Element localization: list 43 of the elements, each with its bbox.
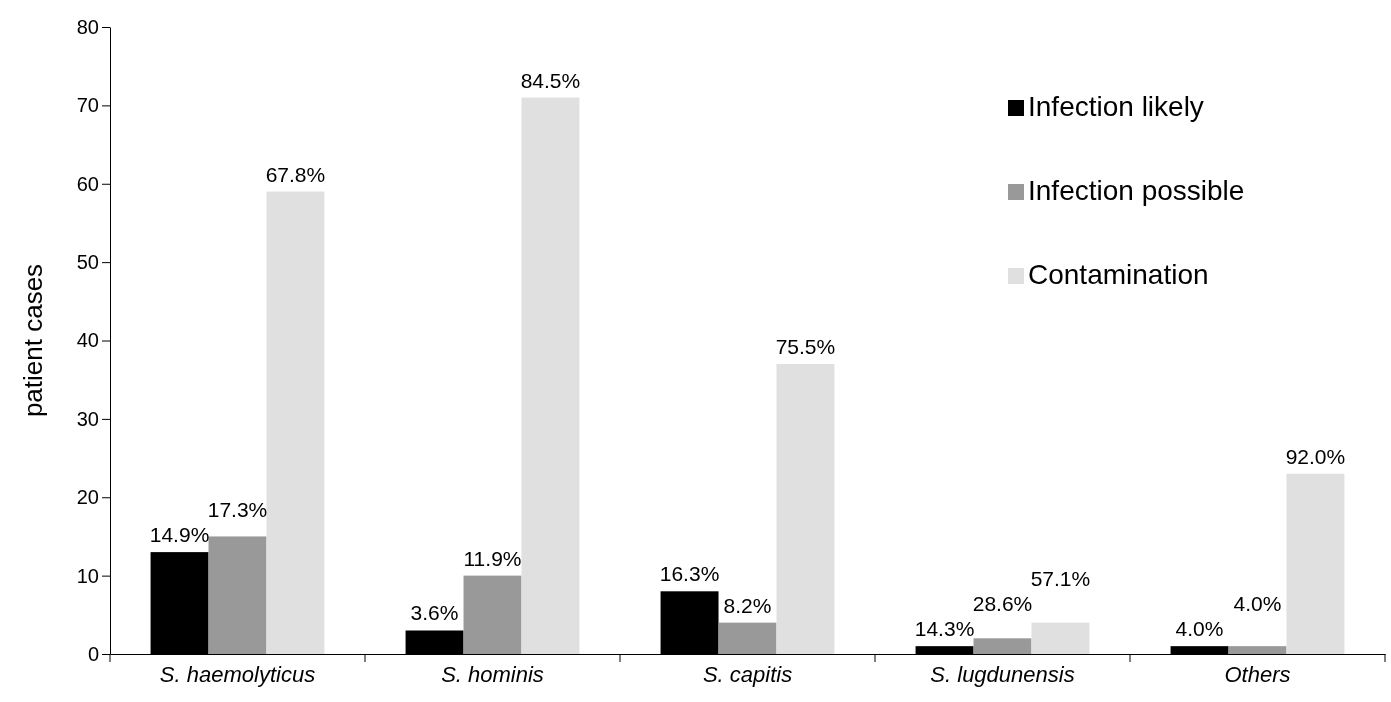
bar bbox=[973, 638, 1032, 654]
x-tick-label: S. hominis bbox=[441, 661, 544, 687]
bar bbox=[1286, 473, 1345, 654]
y-tick-label: 0 bbox=[87, 642, 99, 665]
x-tick-label: S. lugdunensis bbox=[930, 661, 1075, 687]
y-axis-title: patient cases bbox=[18, 263, 48, 418]
annotation: 92.0% bbox=[1285, 444, 1346, 468]
annotation: 17.3% bbox=[207, 498, 268, 522]
bar bbox=[776, 364, 835, 654]
annotation: 11.9% bbox=[463, 546, 522, 570]
legend-label: Contamination bbox=[1028, 259, 1209, 290]
annotation: 57.1% bbox=[1030, 567, 1091, 591]
bar bbox=[718, 622, 777, 654]
bar bbox=[1228, 646, 1287, 654]
y-tick-label: 10 bbox=[76, 564, 99, 587]
annotation: 16.3% bbox=[659, 562, 720, 586]
y-tick-label: 80 bbox=[76, 15, 99, 38]
annotation: 8.2% bbox=[723, 593, 772, 617]
x-tick-label: S. haemolyticus bbox=[159, 661, 316, 687]
annotation: 75.5% bbox=[775, 335, 836, 359]
annotation: 28.6% bbox=[972, 592, 1033, 616]
annotation: 84.5% bbox=[520, 68, 581, 92]
legend-label: Infection likely bbox=[1028, 91, 1204, 122]
x-tick-label: S. capitis bbox=[702, 661, 793, 687]
y-tick-label: 50 bbox=[76, 251, 99, 274]
x-tick-label: Others bbox=[1224, 661, 1291, 687]
bar bbox=[521, 97, 580, 654]
y-tick-label: 70 bbox=[76, 94, 99, 117]
bar bbox=[463, 575, 522, 654]
annotation: 67.8% bbox=[265, 162, 326, 186]
bar bbox=[1031, 622, 1090, 654]
annotation: 3.6% bbox=[410, 601, 459, 625]
annotation: 4.0% bbox=[1175, 617, 1224, 641]
bar bbox=[208, 536, 267, 654]
y-tick-label: 60 bbox=[76, 172, 99, 195]
y-tick-label: 30 bbox=[76, 407, 99, 430]
annotation: 14.9% bbox=[149, 523, 210, 547]
annotation: 14.3% bbox=[914, 617, 975, 641]
y-tick-label: 20 bbox=[76, 486, 99, 509]
y-tick-label: 40 bbox=[76, 329, 99, 352]
bar bbox=[266, 191, 325, 654]
annotation: 4.0% bbox=[1233, 592, 1282, 616]
legend-label: Infection possible bbox=[1028, 175, 1245, 206]
